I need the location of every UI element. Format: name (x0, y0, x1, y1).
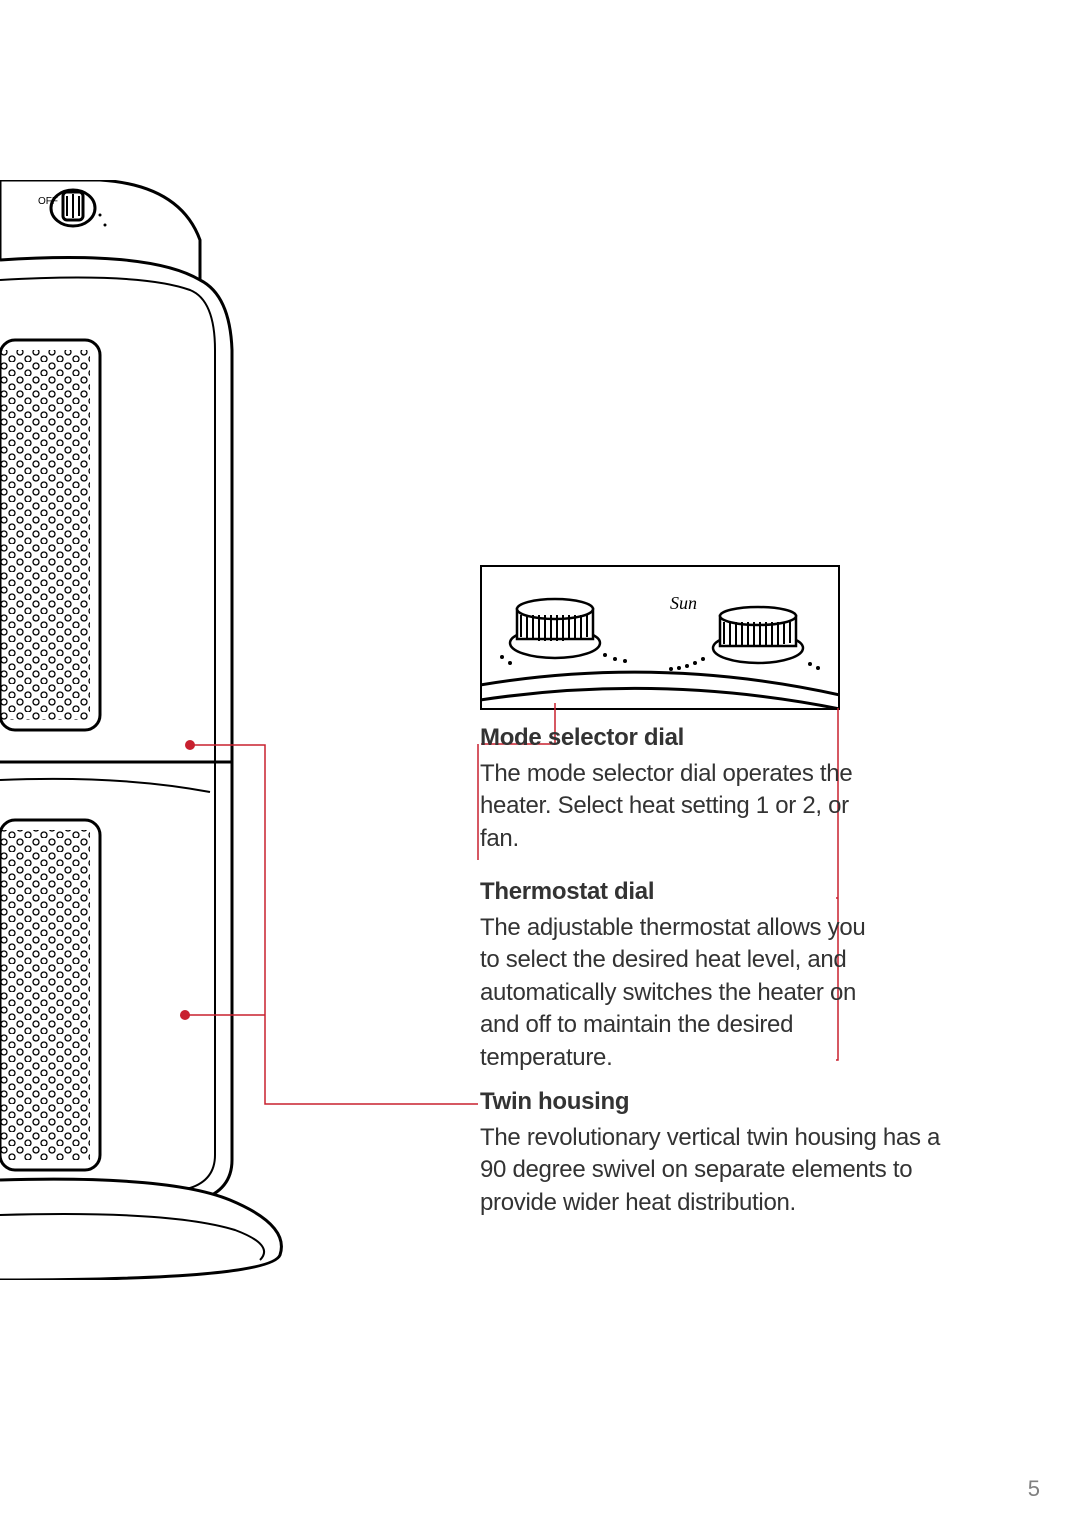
thermostat-body: The adjustable thermostat allows you to … (480, 912, 880, 1074)
thermostat-heading: Thermostat dial (480, 878, 880, 906)
mode-selector-block: Mode selector dial The mode selector dia… (480, 724, 880, 855)
page-number: 5 (1028, 1476, 1040, 1502)
thermostat-block: Thermostat dial The adjustable thermosta… (480, 878, 880, 1074)
brand-label: Sun (670, 593, 697, 613)
grille-upper (0, 350, 90, 720)
mode-heading: Mode selector dial (480, 724, 880, 752)
off-label: OFF (38, 196, 58, 207)
twin-housing-block: Twin housing The revolutionary vertical … (480, 1088, 960, 1219)
twin-heading: Twin housing (480, 1088, 960, 1116)
heater-illustration: OFF (0, 180, 300, 1280)
twin-body: The revolutionary vertical twin housing … (480, 1122, 960, 1219)
mode-body: The mode selector dial operates the heat… (480, 758, 880, 855)
control-panel-detail: Sun (480, 565, 840, 710)
